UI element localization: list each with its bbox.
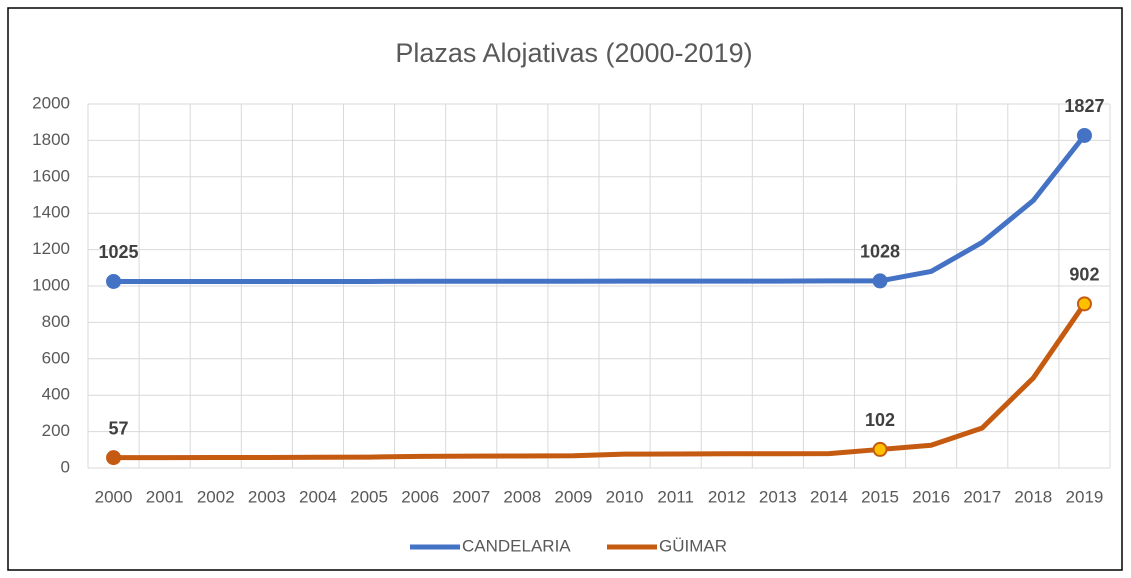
x-tick-label: 2014: [810, 487, 848, 506]
x-tick-label: 2002: [197, 487, 235, 506]
y-tick-label: 1600: [32, 166, 70, 185]
data-label: 1025: [99, 242, 139, 262]
chart-title: Plazas Alojativas (2000-2019): [395, 38, 752, 68]
legend-label: CANDELARIA: [462, 536, 571, 555]
y-tick-label: 200: [42, 421, 70, 440]
y-tick-label: 600: [42, 348, 70, 367]
x-tick-label: 2008: [503, 487, 541, 506]
x-tick-label: 2018: [1014, 487, 1052, 506]
y-tick-label: 400: [42, 385, 70, 404]
data-label: 902: [1069, 265, 1099, 285]
y-tick-label: 2000: [32, 93, 70, 112]
y-tick-label: 1400: [32, 203, 70, 222]
x-tick-label: 2015: [861, 487, 899, 506]
y-tick-label: 1000: [32, 275, 70, 294]
x-tick-label: 2000: [95, 487, 133, 506]
x-tick-label: 2019: [1066, 487, 1104, 506]
x-tick-label: 2004: [299, 487, 337, 506]
data-marker: [872, 273, 888, 289]
x-tick-label: 2011: [657, 487, 694, 506]
y-tick-label: 1800: [32, 130, 70, 149]
chart-frame: [7, 7, 1123, 571]
x-tick-label: 2013: [759, 487, 797, 506]
x-tick-label: 2009: [555, 487, 593, 506]
legend-label: GÜIMAR: [659, 536, 727, 555]
data-marker: [872, 441, 888, 457]
data-marker: [1076, 127, 1092, 143]
y-tick-label: 800: [42, 312, 70, 331]
line-series: [113, 302, 1087, 461]
data-marker: [1076, 296, 1092, 312]
x-tick-label: 2003: [248, 487, 286, 506]
data-marker: [106, 273, 122, 289]
data-label: 57: [109, 418, 129, 438]
x-tick-label: 2005: [350, 487, 388, 506]
x-tick-label: 2010: [606, 487, 644, 506]
x-tick-label: 2017: [963, 487, 1001, 506]
x-tick-label: 2001: [146, 487, 184, 506]
x-tick-label: 2016: [912, 487, 950, 506]
y-tick-label: 0: [61, 457, 70, 476]
data-label: 1827: [1064, 96, 1104, 116]
data-label: 1028: [860, 242, 900, 262]
line-series: [113, 133, 1087, 284]
data-marker: [106, 450, 122, 466]
x-tick-label: 2006: [401, 487, 439, 506]
x-tick-label: 2007: [452, 487, 490, 506]
x-tick-label: 2012: [708, 487, 746, 506]
data-label: 102: [865, 410, 895, 430]
y-tick-label: 1200: [32, 239, 70, 258]
